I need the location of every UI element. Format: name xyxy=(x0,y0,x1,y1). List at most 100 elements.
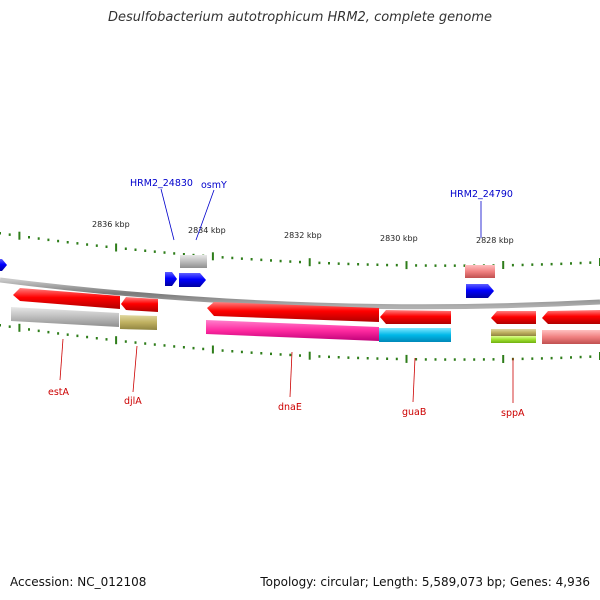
minor-tick xyxy=(279,259,282,263)
gene-label-djla[interactable]: djlA xyxy=(124,396,142,407)
minor-tick xyxy=(540,263,543,266)
minor-tick xyxy=(395,357,398,361)
minor-tick xyxy=(86,335,89,339)
minor-tick xyxy=(192,346,195,350)
reverse-gene-right-edge[interactable] xyxy=(542,310,600,324)
minor-tick xyxy=(250,351,253,354)
minor-tick xyxy=(202,347,205,351)
minor-tick xyxy=(86,243,89,246)
reverse-gene-sppa[interactable] xyxy=(491,311,536,324)
minor-tick xyxy=(8,325,11,328)
minor-tick xyxy=(337,262,340,265)
reverse-gene-dnae[interactable] xyxy=(207,302,379,322)
minor-tick xyxy=(328,355,330,359)
minor-tick xyxy=(124,247,127,250)
forward-gene-hrm2-24790[interactable] xyxy=(466,284,494,298)
minor-tick xyxy=(366,357,369,360)
minor-tick xyxy=(386,263,389,267)
forward-gene-hrm2-24830[interactable] xyxy=(165,272,177,286)
minor-tick xyxy=(221,256,224,259)
major-tick xyxy=(115,243,118,252)
minor-tick xyxy=(240,257,243,260)
leader-line-djla xyxy=(132,345,138,393)
reverse-gene-esta[interactable] xyxy=(13,288,120,309)
minor-tick xyxy=(424,358,427,361)
minor-tick xyxy=(163,251,166,254)
minor-tick xyxy=(318,261,321,265)
major-tick xyxy=(308,351,311,360)
minor-tick xyxy=(231,350,234,353)
minor-tick xyxy=(328,262,330,265)
minor-tick xyxy=(550,356,553,360)
minor-tick xyxy=(95,337,98,340)
minor-tick xyxy=(415,264,418,267)
minor-tick xyxy=(318,355,321,358)
minor-tick xyxy=(250,258,253,261)
minor-tick xyxy=(279,353,282,356)
category-bar-sppa-lime xyxy=(491,336,536,343)
major-tick xyxy=(18,231,21,240)
minor-tick xyxy=(134,248,137,251)
minor-tick xyxy=(289,260,292,263)
minor-tick xyxy=(144,342,147,345)
major-tick xyxy=(502,355,505,363)
minor-tick xyxy=(570,262,572,265)
minor-tick xyxy=(424,264,427,267)
minor-tick xyxy=(134,341,137,344)
minor-tick xyxy=(463,358,466,361)
scale-label-2836: 2836 kbp xyxy=(92,220,130,229)
gene-label-esta[interactable]: estA xyxy=(48,387,70,398)
minor-tick xyxy=(28,328,30,331)
map-title: Desulfobacterium autotrophicum HRM2, com… xyxy=(107,10,493,25)
forward-gene-left-edge[interactable] xyxy=(0,259,7,271)
minor-tick xyxy=(153,250,156,253)
minor-tick xyxy=(173,252,176,255)
minor-tick xyxy=(182,253,185,256)
category-bar-djla xyxy=(120,315,157,330)
leader-line-esta xyxy=(59,338,64,381)
gene-label-hrm2-24830[interactable]: HRM2_24830 xyxy=(130,178,193,189)
minor-tick xyxy=(531,263,534,266)
minor-tick xyxy=(37,329,40,333)
leader-line-osmy xyxy=(195,189,215,241)
minor-tick xyxy=(453,264,456,267)
minor-tick xyxy=(357,263,360,266)
gene-label-osmy[interactable]: osmY xyxy=(201,180,227,191)
major-tick xyxy=(115,336,118,345)
forward-gene-osmy[interactable] xyxy=(179,273,206,287)
minor-tick xyxy=(337,356,340,359)
gene-label-guab[interactable]: guaB xyxy=(402,407,426,418)
minor-tick xyxy=(395,263,398,267)
genome-summary-text: Topology: circular; Length: 5,589,073 bp… xyxy=(260,575,590,589)
major-tick xyxy=(308,258,311,267)
major-tick xyxy=(502,261,505,269)
scale-label-2828: 2828 kbp xyxy=(476,236,514,245)
minor-tick xyxy=(231,256,234,260)
gene-label-dnae[interactable]: dnaE xyxy=(278,402,302,413)
scale-label-2834: 2834 kbp xyxy=(188,226,226,235)
minor-tick xyxy=(521,357,524,361)
minor-tick xyxy=(182,346,185,349)
forward-feature-gray[interactable] xyxy=(180,255,207,268)
reverse-gene-guab[interactable] xyxy=(380,310,451,324)
forward-feature-pink[interactable] xyxy=(465,265,495,278)
minor-tick xyxy=(540,357,543,360)
gene-label-hrm2-24790[interactable]: HRM2_24790 xyxy=(450,189,513,200)
reverse-gene-djla[interactable] xyxy=(121,297,158,312)
category-bar-guab xyxy=(379,328,451,342)
minor-tick xyxy=(347,356,350,359)
scale-label-2832: 2832 kbp xyxy=(284,231,322,240)
minor-tick xyxy=(579,355,582,359)
gene-label-sppa[interactable]: sppA xyxy=(501,408,525,419)
minor-tick xyxy=(347,262,350,266)
major-tick xyxy=(18,323,21,332)
minor-tick xyxy=(47,238,50,242)
minor-tick xyxy=(124,340,127,343)
minor-tick xyxy=(57,239,60,243)
minor-tick xyxy=(453,358,456,361)
minor-tick xyxy=(173,345,176,348)
minor-tick xyxy=(492,358,495,361)
minor-tick xyxy=(473,358,476,361)
minor-tick xyxy=(521,263,524,267)
